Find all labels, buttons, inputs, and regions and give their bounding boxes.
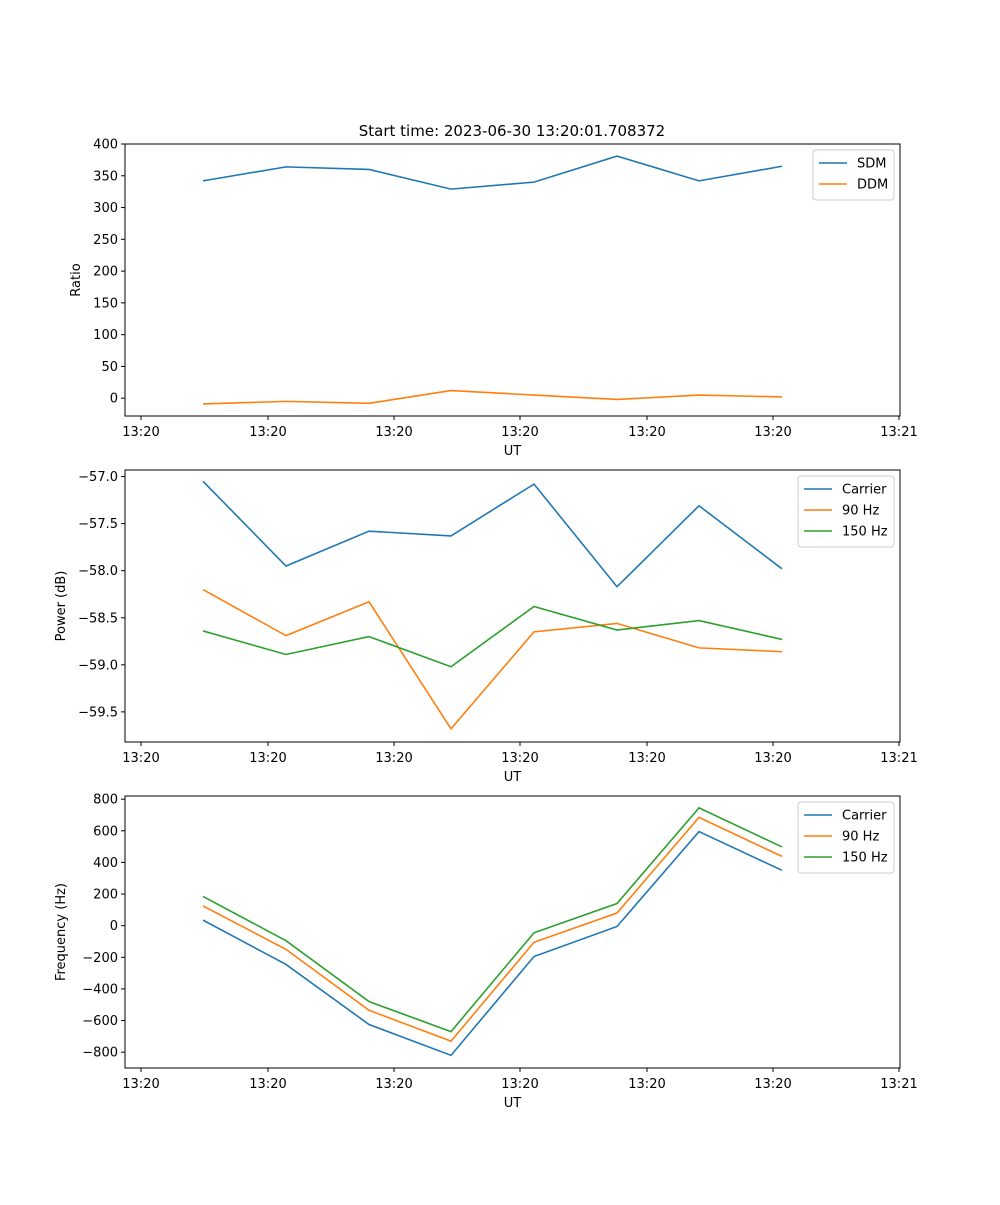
series-line-carrier	[202, 830, 783, 1057]
legend-entry: 90 Hz	[842, 504, 879, 519]
plot-frame	[124, 795, 901, 1069]
x-tick-label: 13:20	[628, 1077, 665, 1092]
x-tick-label: 13:20	[375, 425, 412, 440]
x-tick-label: 13:20	[122, 751, 159, 766]
y-tick-label: 100	[93, 328, 118, 343]
y-tick-label: 300	[93, 201, 118, 216]
legend	[797, 801, 895, 874]
y-tick-label: −200	[82, 951, 118, 966]
y-tick-label: 400	[93, 856, 118, 871]
x-tick-label: 13:20	[249, 751, 286, 766]
y-tick-label: −58.0	[78, 564, 118, 579]
x-tick-label: 13:20	[628, 751, 665, 766]
x-tick-label: 13:20	[375, 1077, 412, 1092]
y-tick-label: 250	[93, 233, 118, 248]
series-line-90-hz	[202, 816, 783, 1043]
legend-entry: DDM	[857, 178, 888, 193]
x-tick-label: 13:20	[122, 1077, 159, 1092]
series-line-sdm	[202, 155, 783, 190]
plot-frame	[124, 469, 901, 743]
y-axis-label: Ratio	[69, 263, 84, 296]
y-tick-label: −800	[82, 1046, 118, 1061]
x-tick-label: 13:20	[754, 751, 791, 766]
x-tick-label: 13:20	[501, 425, 538, 440]
x-tick-label: 13:20	[249, 1077, 286, 1092]
x-tick-label: 13:20	[122, 425, 159, 440]
x-tick-label: 13:20	[754, 1077, 791, 1092]
y-tick-label: 0	[110, 919, 118, 934]
x-tick-label: 13:20	[501, 1077, 538, 1092]
x-tick-label: 13:20	[754, 425, 791, 440]
y-tick-label: 800	[93, 793, 118, 808]
y-tick-label: 600	[93, 824, 118, 839]
series-line-150-hz	[202, 605, 783, 668]
legend-entry: 150 Hz	[842, 851, 888, 866]
y-tick-label: −59.0	[78, 658, 118, 673]
legend-entry: 150 Hz	[842, 525, 888, 540]
legend-entry: 90 Hz	[842, 830, 879, 845]
y-tick-label: 0	[110, 392, 118, 407]
y-tick-label: −400	[82, 982, 118, 997]
x-axis-label: UT	[504, 770, 522, 785]
series-line-150-hz	[202, 806, 783, 1033]
x-tick-label: 13:21	[880, 1077, 917, 1092]
x-tick-label: 13:20	[501, 751, 538, 766]
legend	[797, 475, 895, 548]
y-tick-label: −600	[82, 1014, 118, 1029]
y-tick-label: 150	[93, 296, 118, 311]
y-tick-label: 400	[93, 138, 118, 153]
y-tick-label: 50	[101, 360, 118, 375]
x-tick-label: 13:21	[880, 751, 917, 766]
x-tick-label: 13:20	[249, 425, 286, 440]
panel-2: −59.5 −59.0 −58.5 −58.0 −57.5 −57.0 13:20 13:20…	[54, 469, 918, 785]
y-tick-label: 200	[93, 888, 118, 903]
series-line-ddm	[202, 389, 783, 405]
x-axis-label: UT	[504, 444, 522, 459]
panel-1: 0 50 100 150 200 250 300 350 400 13:20 13:20 13:20 1…	[69, 138, 918, 460]
x-tick-label: 13:20	[628, 425, 665, 440]
chart-title: Start time: 2023-06-30 13:20:01.708372	[359, 122, 665, 140]
x-tick-label: 13:20	[375, 751, 412, 766]
x-tick-label: 13:21	[880, 425, 917, 440]
legend-entry: Carrier	[842, 809, 887, 824]
y-tick-label: −57.5	[78, 517, 118, 532]
series-line-90-hz	[202, 588, 783, 731]
y-axis-label: Frequency (Hz)	[54, 883, 69, 981]
y-tick-label: −59.5	[78, 705, 118, 720]
series-line-carrier	[202, 480, 783, 588]
y-tick-label: −57.0	[78, 470, 118, 485]
x-axis-label: UT	[504, 1096, 522, 1111]
y-axis-label: Power (dB)	[54, 571, 69, 642]
legend-entry: SDM	[857, 157, 886, 172]
panel-3: −800 −600 −400 −200 0 200 400 600 800 13:20 13:20 1…	[54, 793, 918, 1111]
y-tick-label: 350	[93, 169, 118, 184]
y-tick-label: −58.5	[78, 611, 118, 626]
legend-entry: Carrier	[842, 483, 887, 498]
y-tick-label: 200	[93, 265, 118, 280]
plot-frame	[124, 143, 901, 417]
